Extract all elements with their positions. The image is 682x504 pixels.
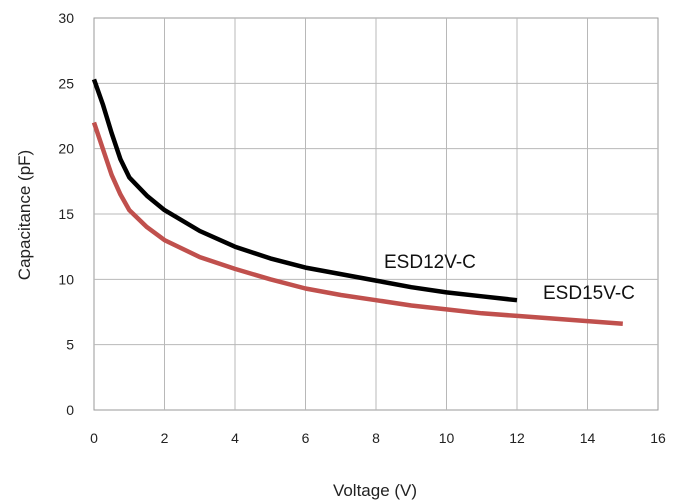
series-lines (91, 78, 623, 327)
grid (93, 17, 659, 411)
x-tick-label: 8 (372, 430, 380, 446)
y-tick-label: 5 (66, 337, 74, 353)
y-tick-labels: 0 5 10 15 20 25 30 (58, 10, 74, 418)
x-tick-labels: 0 2 4 6 8 10 12 14 16 (90, 430, 666, 446)
y-tick-label: 25 (58, 75, 74, 91)
x-tick-label: 14 (580, 430, 596, 446)
series-label-esd12v-c: ESD12V-C (384, 252, 476, 273)
x-tick-label: 10 (439, 430, 455, 446)
y-axis-title: Capacitance (pF) (15, 150, 34, 280)
x-tick-label: 16 (650, 430, 666, 446)
series-label-esd15v-c: ESD15V-C (543, 283, 635, 304)
x-tick-label: 12 (509, 430, 525, 446)
y-tick-label: 30 (58, 10, 74, 26)
series-line-esd15v-c (91, 121, 623, 327)
x-tick-label: 0 (90, 430, 98, 446)
x-tick-label: 6 (302, 430, 310, 446)
series-line-esd12v-c (91, 78, 518, 303)
x-axis-title: Voltage (V) (333, 481, 417, 500)
y-tick-label: 10 (58, 271, 74, 287)
y-tick-label: 15 (58, 206, 74, 222)
y-tick-label: 0 (66, 402, 74, 418)
y-tick-label: 20 (58, 141, 74, 157)
x-tick-label: 4 (231, 430, 239, 446)
x-tick-label: 2 (161, 430, 169, 446)
